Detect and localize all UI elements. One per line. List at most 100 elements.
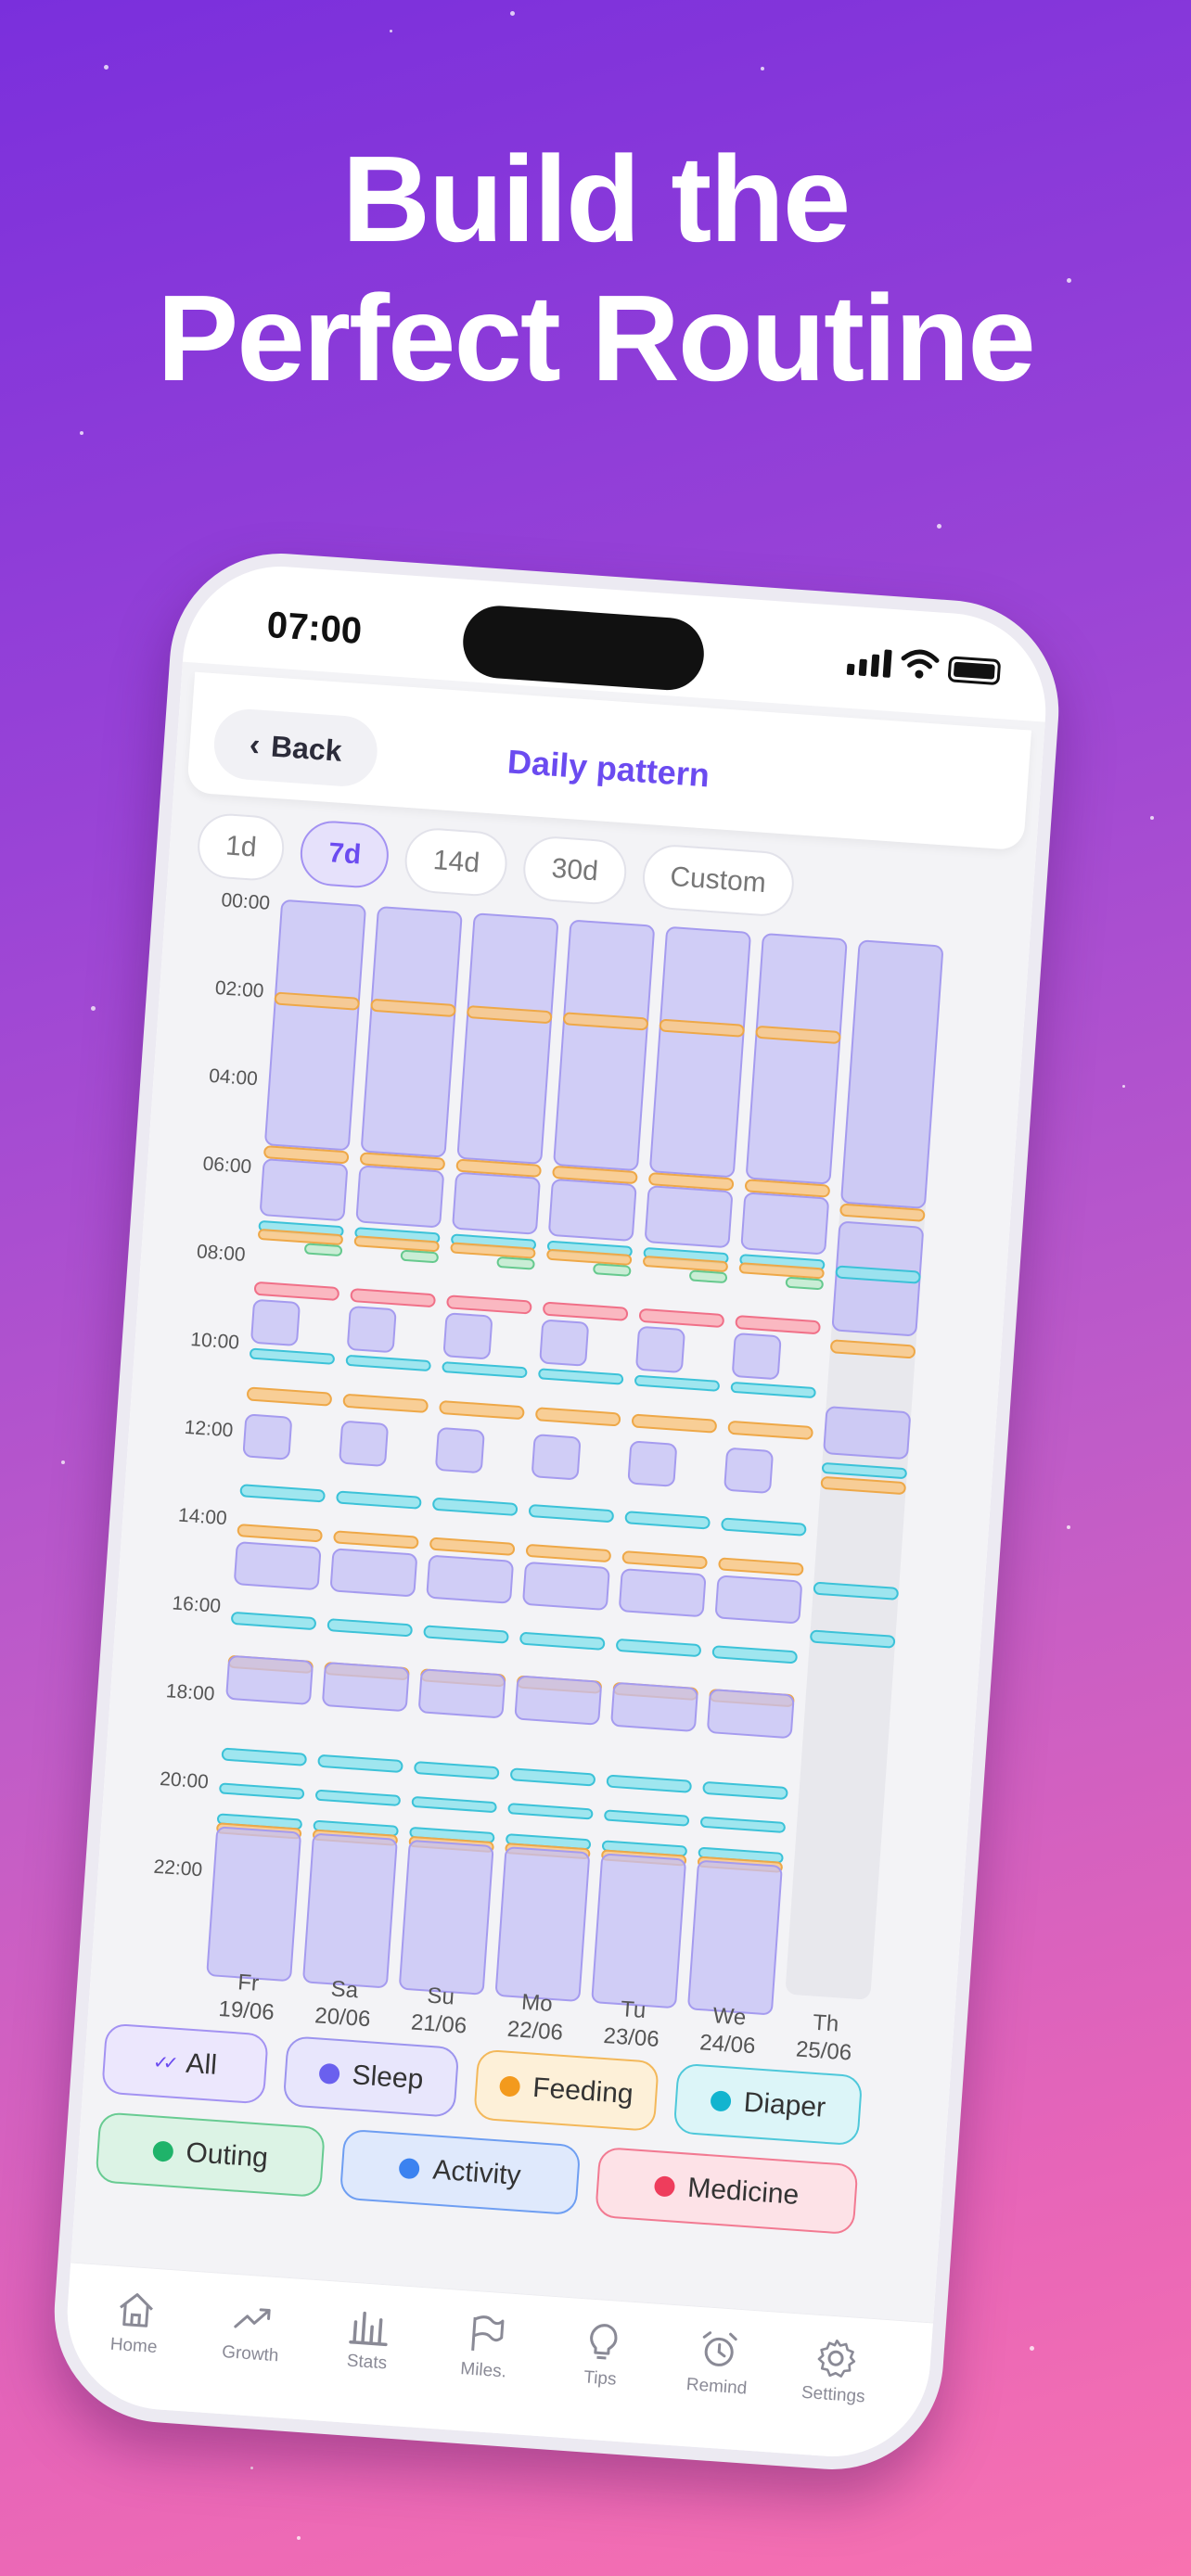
sleep-event xyxy=(591,1853,687,2009)
sleep-event xyxy=(301,1832,398,1989)
sleep-event xyxy=(206,1826,302,1983)
sleep-event xyxy=(553,919,656,1172)
diaper-event xyxy=(634,1374,721,1392)
sleep-event xyxy=(686,1859,783,2016)
day-label: Th 25/06 xyxy=(776,2007,873,2069)
phone-frame: 07:00 ‹ Back Daily pattern 1d 7d 14d 30d Cus… xyxy=(46,545,1067,2478)
sleep-event xyxy=(442,1312,493,1360)
sleep-event xyxy=(329,1547,418,1598)
diaper-event xyxy=(721,1517,807,1537)
medicine-dot-icon xyxy=(653,2175,676,2198)
sleep-event xyxy=(346,1306,397,1354)
diaper-event xyxy=(699,1816,787,1833)
home-icon xyxy=(120,2293,153,2327)
diaper-event xyxy=(218,1782,305,1800)
tab-label: Tips xyxy=(583,2367,618,2390)
legend-label: Medicine xyxy=(686,2172,800,2211)
sleep-event xyxy=(745,932,848,1185)
app-screen: ‹ Back Daily pattern 1d 7d 14d 30d Custom 00… xyxy=(58,661,1045,2478)
range-chip-14d[interactable]: 14d xyxy=(403,826,510,899)
tab-growth[interactable]: Growth xyxy=(194,2292,310,2368)
sleep-event xyxy=(233,1540,322,1591)
diaper-event xyxy=(336,1490,422,1510)
sleep-event xyxy=(225,1654,314,1705)
diaper-event xyxy=(249,1347,336,1365)
range-chip-1d[interactable]: 1d xyxy=(195,811,287,883)
sleep-event xyxy=(250,1298,301,1346)
sleep-event xyxy=(355,1165,445,1229)
bottom-tab-bar: Home Growth Stats Miles. Tips Remind Settings xyxy=(58,2262,933,2478)
outing-event xyxy=(688,1269,728,1284)
range-chip-30d[interactable]: 30d xyxy=(521,834,629,907)
sleep-event xyxy=(259,1158,349,1222)
diaper-event xyxy=(603,1809,690,1827)
legend-chip-diaper[interactable]: Diaper xyxy=(672,2062,864,2147)
bar-chart-icon xyxy=(349,2311,388,2347)
diaper-event xyxy=(221,1747,308,1766)
feed-event xyxy=(237,1523,324,1543)
activity-dot-icon xyxy=(398,2157,421,2180)
diaper-event xyxy=(730,1381,817,1398)
sleep-event xyxy=(627,1440,678,1488)
legend-label: Diaper xyxy=(742,2086,827,2123)
sleep-event xyxy=(723,1447,774,1495)
tab-miles[interactable]: Miles. xyxy=(428,2309,544,2385)
legend-chip-sleep[interactable]: Sleep xyxy=(282,2035,460,2118)
sleep-event xyxy=(648,925,752,1179)
legend-chip-activity[interactable]: Activity xyxy=(339,2128,582,2216)
tab-remind[interactable]: Remind xyxy=(660,2325,776,2401)
hour-label: 06:00 xyxy=(201,1153,252,1179)
hour-label: 00:00 xyxy=(220,889,271,914)
sleep-event xyxy=(451,1171,542,1235)
sleep-event xyxy=(731,1333,782,1381)
outing-event xyxy=(592,1263,632,1278)
sleep-event xyxy=(321,1661,410,1712)
feed-event xyxy=(429,1537,516,1556)
tab-stats[interactable]: Stats xyxy=(311,2301,427,2377)
feed-event xyxy=(439,1400,525,1420)
hour-label: 20:00 xyxy=(159,1767,210,1793)
diaper-event xyxy=(423,1624,509,1644)
sleep-event xyxy=(618,1567,707,1618)
diaper-event xyxy=(813,1581,900,1600)
range-chip-7d[interactable]: 7d xyxy=(298,819,391,890)
tab-label: Settings xyxy=(800,2382,866,2407)
day-label: We 24/06 xyxy=(680,2000,776,2062)
legend-label: Outing xyxy=(185,2136,269,2174)
day-label: Su 21/06 xyxy=(391,1980,488,2042)
headline-line-2: Perfect Routine xyxy=(157,270,1036,406)
sleep-event xyxy=(456,912,559,1165)
sleep-event xyxy=(839,939,944,1209)
wifi-icon xyxy=(901,649,940,679)
tab-label: Miles. xyxy=(459,2359,507,2382)
legend-chip-feeding[interactable]: Feeding xyxy=(473,2048,660,2132)
feed-event xyxy=(727,1420,814,1440)
diaper-event xyxy=(624,1510,711,1530)
legend-chip-outing[interactable]: Outing xyxy=(95,2111,327,2199)
outing-dot-icon xyxy=(151,2140,174,2162)
day-date: 22/06 xyxy=(506,2016,564,2046)
diaper-event xyxy=(809,1629,896,1649)
sleep-event xyxy=(740,1192,830,1256)
diaper-dot-icon xyxy=(710,2090,732,2112)
tab-tips[interactable]: Tips xyxy=(544,2317,660,2393)
sleep-event xyxy=(434,1426,485,1474)
sleep-event xyxy=(417,1668,506,1719)
sleep-event xyxy=(547,1179,637,1243)
med-event xyxy=(638,1307,725,1328)
day-label: Sa 20/06 xyxy=(295,1973,391,2035)
outing-event xyxy=(495,1256,535,1270)
legend-chip-all[interactable]: ✓✓ All xyxy=(101,2022,269,2105)
legend-chip-medicine[interactable]: Medicine xyxy=(595,2146,859,2236)
hour-label: 22:00 xyxy=(152,1855,203,1881)
daily-pattern-chart: 00:00 02:00 04:00 06:00 08:00 10:00 12:00 14:00… xyxy=(107,888,999,2066)
tab-home[interactable]: Home xyxy=(77,2284,193,2360)
feed-event xyxy=(534,1407,621,1427)
hour-label: 08:00 xyxy=(196,1241,247,1266)
day-date: 25/06 xyxy=(795,2036,853,2066)
battery-icon xyxy=(947,656,1002,686)
dynamic-island xyxy=(460,603,707,693)
range-chip-custom[interactable]: Custom xyxy=(640,842,797,919)
tab-label: Home xyxy=(109,2334,159,2358)
tab-settings[interactable]: Settings xyxy=(777,2333,893,2409)
